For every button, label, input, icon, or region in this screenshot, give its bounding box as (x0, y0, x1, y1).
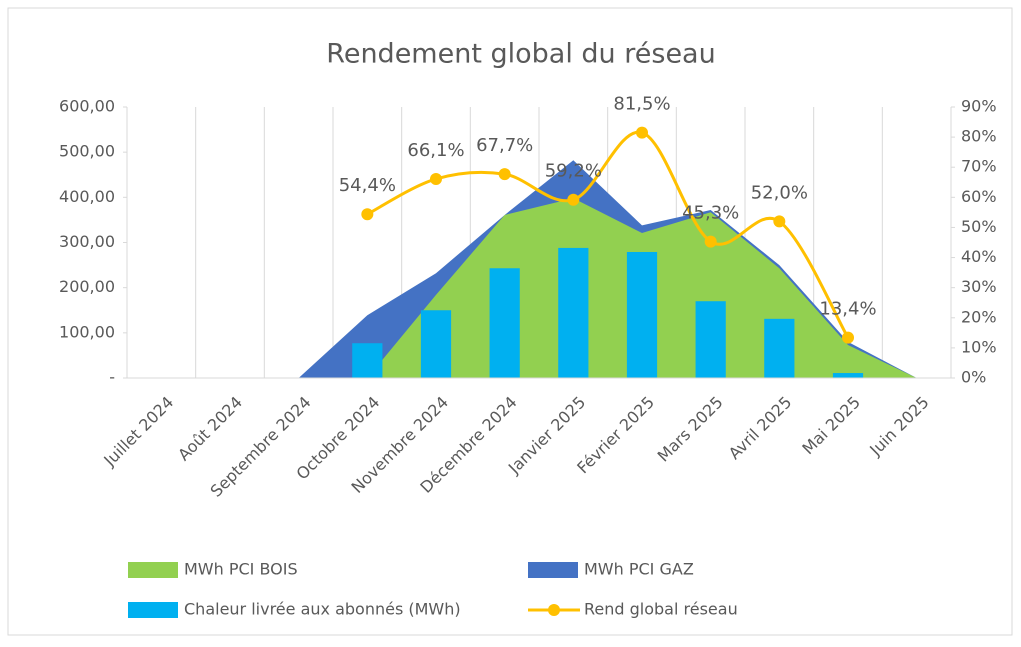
y2-tick-label: 70% (961, 157, 997, 176)
bar (420, 310, 452, 378)
y-tick-label: 100,00 (59, 322, 115, 341)
y-tick-label: 300,00 (59, 232, 115, 251)
y2-tick-label: 20% (961, 307, 997, 326)
data-label: 81,5% (613, 94, 670, 115)
line-marker (361, 208, 374, 221)
data-label: 67,7% (476, 135, 533, 156)
line-marker (704, 235, 717, 248)
data-label: 45,3% (682, 203, 739, 224)
bar (695, 301, 726, 378)
legend-label: Rend global réseau (584, 600, 738, 619)
legend-label: MWh PCI BOIS (184, 560, 298, 579)
legend-swatch (528, 562, 578, 578)
bar (489, 268, 520, 378)
y2-tick-label: 90% (961, 97, 997, 116)
y2-tick-label: 10% (961, 337, 997, 356)
legend-swatch (128, 562, 178, 578)
legend-label: MWh PCI GAZ (584, 560, 694, 579)
y-tick-label: 600,00 (59, 97, 115, 116)
bar (832, 373, 864, 378)
data-label: 59,2% (545, 161, 602, 182)
y-tick-label: 200,00 (59, 277, 115, 296)
y2-tick-label: 0% (961, 368, 986, 387)
y-tick-label: 500,00 (59, 142, 115, 161)
line-marker (498, 168, 511, 181)
data-label: 54,4% (339, 175, 396, 196)
y-tick-label: - (109, 368, 115, 387)
data-label: 66,1% (407, 140, 464, 161)
line-marker (567, 193, 580, 206)
line-marker (842, 331, 854, 344)
y2-tick-label: 30% (961, 277, 997, 296)
data-label: 52,0% (751, 182, 808, 203)
bar (558, 247, 589, 378)
y2-tick-label: 60% (961, 187, 997, 206)
y2-tick-label: 50% (961, 217, 997, 236)
legend-marker (548, 604, 560, 616)
line-marker (773, 215, 786, 228)
y2-tick-label: 80% (961, 127, 997, 146)
line-marker (636, 126, 648, 139)
bar (352, 343, 383, 378)
bar (764, 318, 795, 378)
legend-label: Chaleur livrée aux abonnés (MWh) (184, 600, 461, 619)
y-tick-label: 400,00 (59, 187, 115, 206)
bar (626, 251, 658, 378)
chart-title: Rendement global du réseau (326, 39, 715, 70)
y2-tick-label: 40% (961, 247, 997, 266)
line-marker (430, 172, 442, 185)
data-label: 13,4% (819, 299, 876, 320)
legend-swatch (128, 602, 178, 618)
